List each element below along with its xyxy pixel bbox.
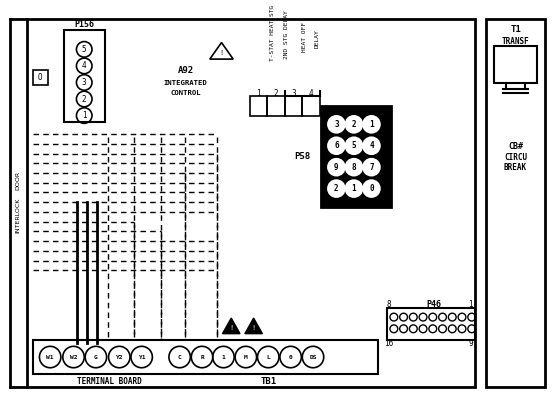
- Text: INTEGRATED: INTEGRATED: [163, 81, 207, 87]
- Bar: [387, 308, 475, 340]
- Text: !: !: [219, 50, 224, 56]
- Text: O: O: [38, 73, 43, 82]
- Polygon shape: [245, 318, 263, 334]
- Text: C: C: [178, 355, 182, 359]
- Text: 5: 5: [82, 45, 86, 54]
- Text: TERMINAL BOARD: TERMINAL BOARD: [77, 377, 142, 386]
- Text: BREAK: BREAK: [504, 163, 527, 172]
- Text: 8: 8: [352, 163, 356, 172]
- Circle shape: [346, 159, 362, 175]
- Text: 8: 8: [387, 300, 391, 309]
- Text: !: !: [252, 325, 256, 331]
- Text: 1: 1: [256, 88, 261, 98]
- Text: 1: 1: [469, 300, 473, 309]
- Text: CIRCU: CIRCU: [504, 153, 527, 162]
- Text: L: L: [266, 355, 270, 359]
- Text: 0: 0: [369, 184, 374, 193]
- Text: DS: DS: [309, 355, 317, 359]
- Bar: [64, 30, 105, 122]
- Text: P156: P156: [74, 19, 94, 28]
- Text: Y1: Y1: [138, 355, 145, 359]
- Text: HEAT OFF: HEAT OFF: [302, 22, 307, 52]
- Text: TRANSF: TRANSF: [502, 37, 530, 46]
- Text: 4: 4: [309, 88, 314, 98]
- Text: 2ND STG DELAY: 2ND STG DELAY: [284, 10, 289, 59]
- Text: 5: 5: [352, 141, 356, 150]
- Text: G: G: [94, 355, 98, 359]
- Text: M: M: [244, 355, 248, 359]
- Circle shape: [328, 159, 345, 175]
- Text: TB1: TB1: [260, 377, 276, 386]
- Bar: [285, 96, 302, 116]
- Text: CONTROL: CONTROL: [170, 90, 201, 96]
- Bar: [250, 96, 267, 116]
- Text: 3: 3: [82, 78, 86, 87]
- Bar: [267, 96, 285, 116]
- Text: 2: 2: [334, 184, 338, 193]
- Text: R: R: [200, 355, 204, 359]
- Text: P46: P46: [426, 300, 441, 309]
- Bar: [302, 96, 320, 116]
- Circle shape: [346, 137, 362, 154]
- Text: T1: T1: [510, 25, 521, 34]
- Text: INTERLOCK: INTERLOCK: [16, 197, 20, 233]
- Circle shape: [363, 116, 379, 133]
- Circle shape: [328, 116, 345, 133]
- Text: Y2: Y2: [116, 355, 123, 359]
- Text: 2: 2: [82, 94, 86, 103]
- Circle shape: [328, 137, 345, 154]
- Polygon shape: [223, 318, 240, 334]
- Bar: [27, 19, 475, 387]
- Text: W2: W2: [70, 355, 77, 359]
- Text: 16: 16: [384, 339, 393, 348]
- Bar: [321, 106, 391, 207]
- Text: 4: 4: [82, 61, 86, 70]
- Text: DELAY: DELAY: [315, 29, 320, 48]
- Text: 2: 2: [352, 120, 356, 129]
- Text: W1: W1: [47, 355, 54, 359]
- Bar: [33, 340, 378, 374]
- Circle shape: [363, 180, 379, 197]
- Text: 3: 3: [291, 88, 296, 98]
- Circle shape: [346, 116, 362, 133]
- Bar: [33, 70, 48, 85]
- Text: 2: 2: [274, 88, 278, 98]
- Bar: [486, 19, 545, 387]
- Text: 7: 7: [369, 163, 374, 172]
- Text: T-STAT HEAT STG: T-STAT HEAT STG: [270, 5, 275, 61]
- Text: !: !: [229, 325, 233, 331]
- Circle shape: [363, 137, 379, 154]
- Text: CB#: CB#: [508, 142, 523, 151]
- Text: 1: 1: [352, 184, 356, 193]
- Text: 3: 3: [334, 120, 338, 129]
- Circle shape: [363, 159, 379, 175]
- Text: 1: 1: [369, 120, 374, 129]
- Text: 9: 9: [334, 163, 338, 172]
- Circle shape: [328, 180, 345, 197]
- Text: 9: 9: [469, 339, 473, 348]
- Text: 1: 1: [222, 355, 225, 359]
- Text: 6: 6: [334, 141, 338, 150]
- Text: P58: P58: [294, 152, 310, 161]
- Circle shape: [346, 180, 362, 197]
- Text: 1: 1: [82, 111, 86, 120]
- Text: DOOR: DOOR: [16, 171, 20, 190]
- Text: 0: 0: [289, 355, 293, 359]
- Text: 4: 4: [369, 141, 374, 150]
- Bar: [494, 47, 537, 83]
- Text: A92: A92: [177, 66, 193, 75]
